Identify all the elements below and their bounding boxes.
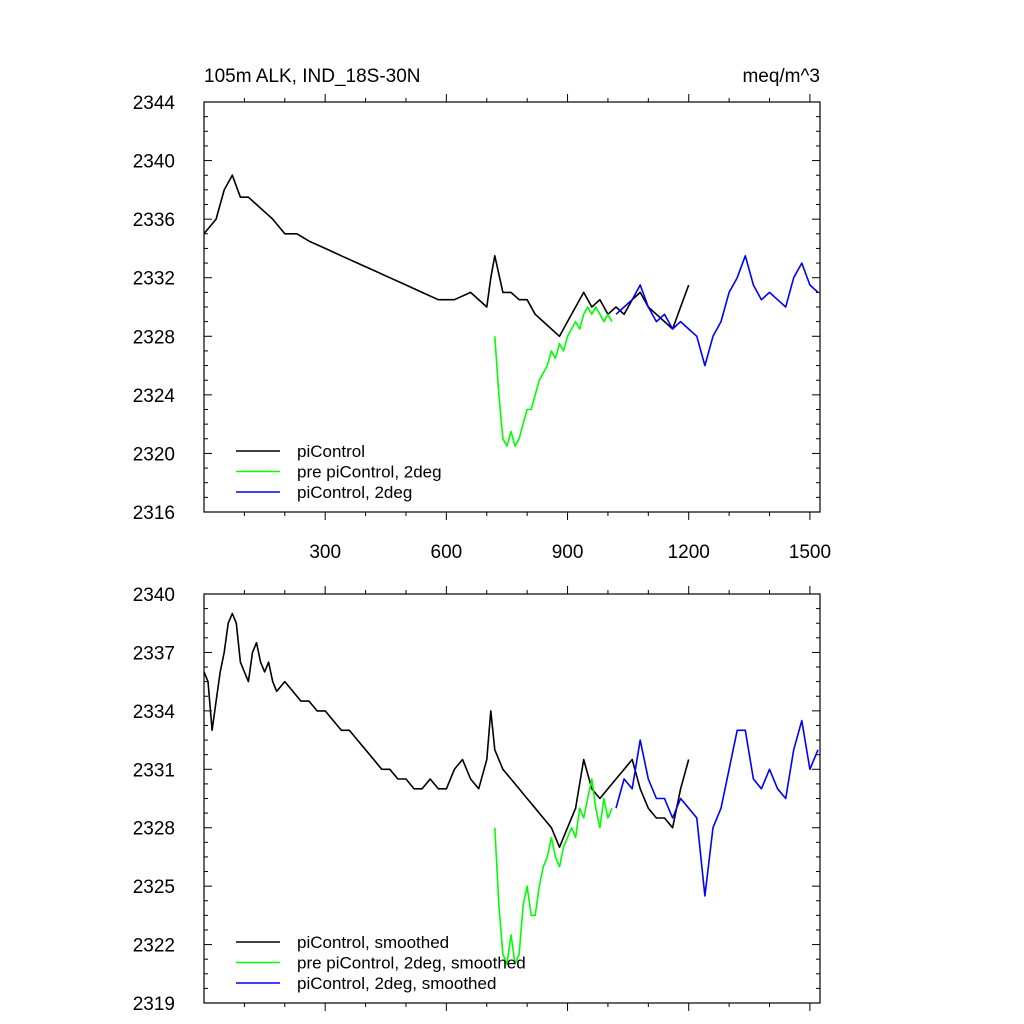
legend-label: piControl <box>297 442 365 461</box>
legend-label: pre piControl, 2deg <box>297 463 442 482</box>
top-panel: 300 600 900 1200 1500 2316 2320 2324 2328 2332 233… <box>133 93 831 563</box>
y-tick-label: 2328 <box>133 327 175 348</box>
title-right: meq/m^3 <box>742 66 820 87</box>
series-line <box>615 255 819 367</box>
y-tick-label: 2336 <box>133 210 175 231</box>
y-tick-label: 2320 <box>133 444 175 465</box>
series-line <box>203 612 690 849</box>
y-tick-label: 2322 <box>133 936 175 957</box>
series-line <box>615 719 819 897</box>
legend-label: piControl, smoothed <box>297 933 449 952</box>
legend-label: pre piControl, 2deg, smoothed <box>297 954 526 973</box>
x-tick-label: 900 <box>552 542 584 563</box>
y-tick-label: 2334 <box>133 702 176 723</box>
y-tick-label: 2319 <box>133 994 175 1015</box>
y-tick-label: 2328 <box>133 819 175 840</box>
bottom-panel: 2319 2322 2325 2328 2331 2334 2337 2340 piContro… <box>133 585 821 1015</box>
legend-label: piControl, 2deg, smoothed <box>297 974 496 993</box>
y-tick-label: 2316 <box>133 503 175 524</box>
y-tick-label: 2340 <box>133 152 175 173</box>
x-tick-label: 300 <box>309 542 341 563</box>
y-tick-label: 2332 <box>133 269 175 290</box>
series-line <box>494 778 613 965</box>
legend-label: piControl, 2deg <box>297 483 412 502</box>
series-line <box>203 174 690 338</box>
x-tick-label: 1500 <box>789 542 831 563</box>
y-tick-label: 2324 <box>133 386 176 407</box>
y-tick-label: 2340 <box>133 585 175 606</box>
x-tick-label: 1200 <box>668 542 710 563</box>
y-tick-label: 2337 <box>133 643 175 664</box>
series-line <box>494 306 613 447</box>
title-left: 105m ALK, IND_18S-30N <box>204 66 421 87</box>
x-tick-label: 600 <box>431 542 463 563</box>
y-tick-label: 2331 <box>133 760 175 781</box>
y-tick-label: 2344 <box>133 93 176 114</box>
y-tick-label: 2325 <box>133 877 175 898</box>
